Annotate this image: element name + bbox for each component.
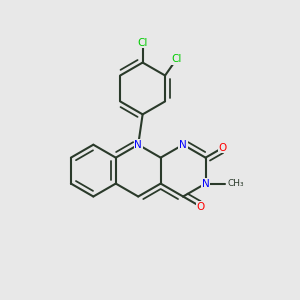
Text: O: O [219, 142, 227, 153]
Text: O: O [196, 202, 205, 212]
Text: Cl: Cl [137, 38, 148, 47]
Text: Cl: Cl [171, 54, 182, 64]
Text: N: N [179, 140, 187, 150]
Text: N: N [202, 178, 209, 189]
Text: N: N [134, 140, 142, 150]
Text: CH₃: CH₃ [228, 179, 244, 188]
